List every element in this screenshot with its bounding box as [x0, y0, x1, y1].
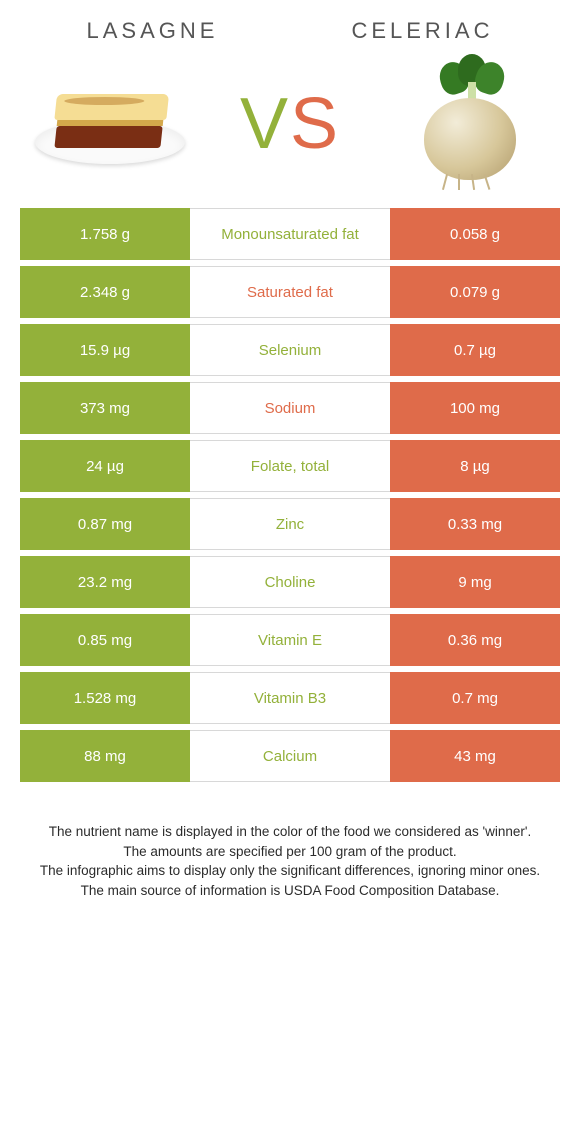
table-row: 2.348 gSaturated fat0.079 g	[20, 266, 560, 318]
table-row: 373 mgSodium100 mg	[20, 382, 560, 434]
footer-line: The main source of information is USDA F…	[36, 881, 544, 901]
right-value: 0.33 mg	[390, 498, 560, 550]
vs-s: S	[290, 84, 340, 164]
right-value: 100 mg	[390, 382, 560, 434]
nutrient-label: Choline	[190, 556, 390, 608]
table-row: 23.2 mgCholine9 mg	[20, 556, 560, 608]
right-food-title: CELERIAC	[351, 18, 493, 44]
hero-row: VS	[0, 54, 580, 208]
left-food-title: LASAGNE	[87, 18, 219, 44]
right-value: 0.058 g	[390, 208, 560, 260]
left-value: 15.9 µg	[20, 324, 190, 376]
nutrient-label: Vitamin E	[190, 614, 390, 666]
nutrient-label: Zinc	[190, 498, 390, 550]
nutrient-label: Folate, total	[190, 440, 390, 492]
nutrient-label: Sodium	[190, 382, 390, 434]
right-value: 0.079 g	[390, 266, 560, 318]
left-value: 23.2 mg	[20, 556, 190, 608]
footer-line: The amounts are specified per 100 gram o…	[36, 842, 544, 862]
footer-notes: The nutrient name is displayed in the co…	[0, 788, 580, 900]
nutrient-label: Monounsaturated fat	[190, 208, 390, 260]
footer-line: The nutrient name is displayed in the co…	[36, 822, 544, 842]
table-row: 0.87 mgZinc0.33 mg	[20, 498, 560, 550]
footer-line: The infographic aims to display only the…	[36, 861, 544, 881]
nutrient-label: Calcium	[190, 730, 390, 782]
left-value: 0.87 mg	[20, 498, 190, 550]
right-value: 9 mg	[390, 556, 560, 608]
left-value: 0.85 mg	[20, 614, 190, 666]
vs-v: V	[240, 84, 290, 164]
celeriac-image	[390, 64, 550, 184]
header: LASAGNE CELERIAC	[0, 0, 580, 54]
nutrition-table: 1.758 gMonounsaturated fat0.058 g 2.348 g…	[0, 208, 580, 782]
right-value: 0.7 mg	[390, 672, 560, 724]
left-value: 373 mg	[20, 382, 190, 434]
table-row: 0.85 mgVitamin E0.36 mg	[20, 614, 560, 666]
table-row: 15.9 µgSelenium0.7 µg	[20, 324, 560, 376]
left-value: 2.348 g	[20, 266, 190, 318]
table-row: 24 µgFolate, total8 µg	[20, 440, 560, 492]
table-row: 88 mgCalcium43 mg	[20, 730, 560, 782]
left-value: 88 mg	[20, 730, 190, 782]
nutrient-label: Saturated fat	[190, 266, 390, 318]
table-row: 1.758 gMonounsaturated fat0.058 g	[20, 208, 560, 260]
vs-label: VS	[240, 83, 340, 165]
nutrient-label: Selenium	[190, 324, 390, 376]
right-value: 8 µg	[390, 440, 560, 492]
right-value: 43 mg	[390, 730, 560, 782]
nutrient-label: Vitamin B3	[190, 672, 390, 724]
right-value: 0.7 µg	[390, 324, 560, 376]
table-row: 1.528 mgVitamin B30.7 mg	[20, 672, 560, 724]
left-value: 1.758 g	[20, 208, 190, 260]
lasagne-image	[30, 64, 190, 184]
left-value: 24 µg	[20, 440, 190, 492]
left-value: 1.528 mg	[20, 672, 190, 724]
right-value: 0.36 mg	[390, 614, 560, 666]
